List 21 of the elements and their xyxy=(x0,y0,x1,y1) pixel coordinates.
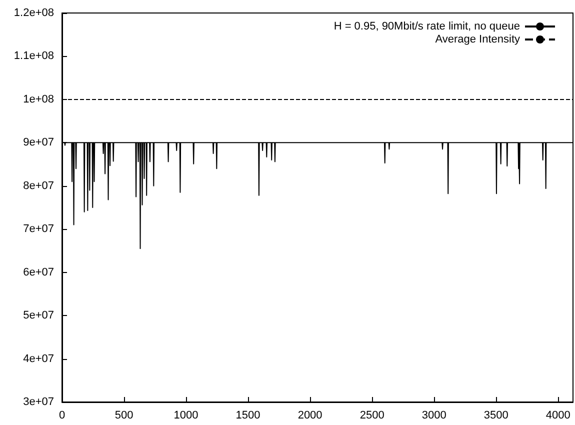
x-tick-label: 1000 xyxy=(174,410,198,422)
y-tick-label: 1.1e+08 xyxy=(14,50,54,62)
y-tick-label: 5e+07 xyxy=(23,310,54,322)
x-tick-label: 3000 xyxy=(422,410,446,422)
y-tick-label: 8e+07 xyxy=(23,180,54,192)
x-tick-label: 500 xyxy=(114,410,134,422)
y-tick-label: 1e+08 xyxy=(23,93,54,106)
x-tick-label: 3500 xyxy=(484,410,508,422)
x-tick-label: 0 xyxy=(58,410,66,422)
legend-label: Average Intensity xyxy=(435,34,520,46)
x-tick-label: 2000 xyxy=(298,410,322,422)
y-tick-label: 1.2e+08 xyxy=(14,7,54,19)
x-tick-label: 1500 xyxy=(236,410,260,422)
y-tick-label: 3e+07 xyxy=(23,396,54,408)
legend-label: H = 0.95, 90Mbit/s rate limit, no queue xyxy=(334,20,520,32)
x-tick-label: 2500 xyxy=(360,410,384,422)
x-tick-label: 4000 xyxy=(546,410,570,422)
y-tick-label: 7e+07 xyxy=(23,223,54,236)
y-tick-label: 9e+07 xyxy=(23,136,54,149)
y-tick-label: 6e+07 xyxy=(23,266,54,278)
y-tick-label: 4e+07 xyxy=(23,352,54,365)
